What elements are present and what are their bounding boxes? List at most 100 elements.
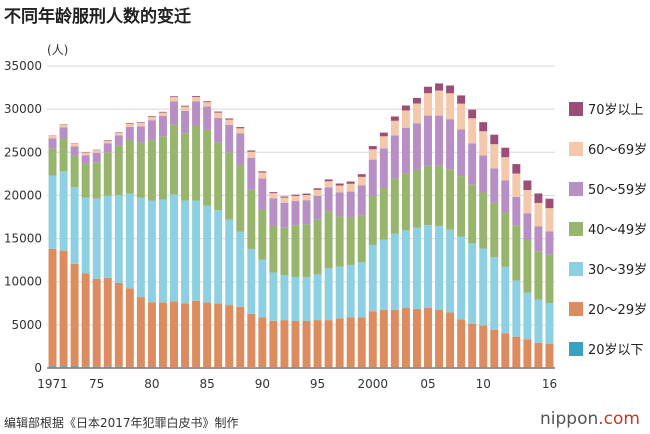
bar-segment-2010-s2	[479, 248, 488, 326]
bar-segment-2011-s4	[490, 168, 499, 203]
bar-segment-1971-s2	[48, 175, 57, 249]
bar-segment-2012-s3	[501, 212, 510, 267]
bar-segment-1991-s3	[269, 225, 278, 273]
bar-segment-2006-s3	[435, 165, 444, 227]
bar-segment-1979-s5	[136, 122, 145, 127]
bar-segment-1997-s2	[335, 266, 344, 319]
bar-segment-1981-s5	[158, 112, 167, 116]
bar-segment-1985-s4	[203, 106, 212, 130]
bar-segment-2006-s1	[435, 309, 444, 368]
bar-segment-2005-s4	[424, 115, 432, 166]
bar-segment-1973-s1	[70, 263, 79, 367]
bar-segment-1976-s0	[103, 366, 112, 368]
bar-segment-1990-s4	[258, 178, 267, 210]
bar-segment-1995-s6	[313, 188, 322, 190]
bar-segment-1983-s4	[181, 110, 190, 134]
bar-segment-1980-s1	[147, 302, 156, 368]
legend-swatch	[569, 102, 583, 116]
x-tick-label: 85	[199, 377, 214, 391]
bar-segment-1975-s0	[92, 366, 101, 368]
y-axis-label: (人)	[47, 43, 68, 57]
bar-segment-1973-s5	[70, 143, 79, 147]
bar-segment-1974-s5	[81, 152, 90, 156]
bar-segment-1987-s2	[225, 219, 234, 306]
bar-segment-1973-s0	[70, 366, 79, 368]
bar-segment-1995-s5	[313, 189, 322, 196]
bar-segment-1992-s2	[280, 275, 289, 321]
bar-segment-2001-s4	[379, 148, 388, 189]
bar-segment-2015-s4	[534, 226, 543, 252]
bar-segment-1974-s3	[81, 163, 90, 198]
bar-segment-1994-s2	[302, 276, 311, 321]
bar-segment-1974-s2	[81, 197, 90, 274]
bar-segment-1982-s6	[170, 96, 178, 98]
bar-segment-1981-s6	[158, 111, 167, 113]
bar-segment-1977-s3	[114, 145, 123, 195]
bar-segment-1984-s0	[192, 367, 201, 368]
bar-segment-1986-s0	[214, 367, 223, 368]
bar-segment-1989-s3	[247, 189, 256, 250]
bar-segment-1996-s2	[324, 268, 333, 321]
bar-segment-1985-s0	[203, 367, 212, 368]
bar-segment-1993-s4	[291, 201, 300, 226]
bar-segment-1988-s1	[236, 306, 245, 368]
bar-segment-1991-s0	[269, 367, 278, 368]
bar-segment-1972-s5	[59, 124, 68, 128]
bar-segment-1978-s6	[125, 122, 134, 124]
bar-segment-1978-s3	[125, 139, 134, 194]
bar-segment-1977-s0	[114, 366, 123, 368]
legend-label: 20～29岁	[588, 303, 647, 318]
bar-segment-1985-s6	[203, 101, 212, 103]
bar-segment-2014-s2	[523, 292, 532, 340]
bar-segment-1997-s5	[335, 185, 344, 193]
bar-segment-1982-s3	[170, 124, 178, 195]
bar-segment-2015-s1	[534, 342, 543, 368]
bar-segment-2009-s3	[468, 184, 477, 244]
bar-segment-1995-s1	[313, 320, 322, 368]
bar-series	[48, 83, 554, 368]
bar-segment-2016-s6	[545, 198, 554, 209]
bar-segment-1977-s6	[114, 132, 123, 133]
bar-segment-1997-s3	[335, 216, 344, 267]
bar-segment-1989-s4	[247, 157, 256, 190]
axes: 0 5000 10000 15000 20000 25000 30000 35000 (人) 19…	[4, 43, 557, 391]
bar-segment-1979-s2	[136, 197, 145, 298]
bar-segment-1984-s5	[192, 97, 201, 102]
x-tick-label: 10	[476, 377, 491, 391]
bar-segment-1976-s3	[103, 152, 112, 196]
y-tick-label: 35000	[4, 59, 42, 73]
bar-segment-1993-s2	[291, 276, 300, 321]
bar-segment-2009-s6	[468, 109, 477, 119]
x-tick-label: 16	[542, 377, 557, 391]
bar-segment-1984-s2	[192, 200, 201, 301]
bar-segment-1992-s1	[280, 320, 289, 368]
bar-segment-2002-s2	[390, 233, 399, 310]
bar-segment-2011-s3	[490, 202, 499, 258]
bar-segment-1976-s5	[103, 140, 112, 144]
bar-segment-1991-s2	[269, 272, 278, 321]
bar-segment-1999-s2	[357, 262, 366, 318]
legend-label: 20岁以下	[588, 343, 644, 358]
bar-segment-2009-s2	[468, 243, 477, 324]
legend-label: 60～69岁	[588, 143, 647, 158]
bar-segment-2010-s4	[479, 155, 488, 193]
bar-segment-2016-s5	[545, 208, 554, 232]
bar-segment-1971-s1	[48, 248, 57, 367]
bar-segment-1990-s3	[258, 209, 267, 260]
bar-segment-2005-s5	[424, 93, 432, 116]
x-tick-label: 95	[310, 377, 325, 391]
bar-segment-1980-s6	[147, 116, 156, 117]
bar-segment-1994-s3	[302, 224, 311, 277]
bar-segment-1980-s2	[147, 200, 156, 303]
bar-segment-1993-s5	[291, 195, 300, 202]
bar-segment-2001-s6	[379, 132, 388, 137]
bar-segment-1978-s4	[125, 127, 134, 140]
bar-segment-1976-s2	[103, 195, 112, 278]
legend: 70岁以上 60～69岁 50～59岁 40～49岁 30～39岁 20～29岁 20岁以下	[569, 102, 647, 358]
bar-segment-1978-s1	[125, 288, 134, 367]
bar-segment-1971-s4	[48, 138, 57, 149]
y-tick-label: 30000	[4, 102, 42, 116]
bar-segment-1983-s1	[181, 303, 190, 368]
bar-segment-1984-s1	[192, 300, 201, 368]
